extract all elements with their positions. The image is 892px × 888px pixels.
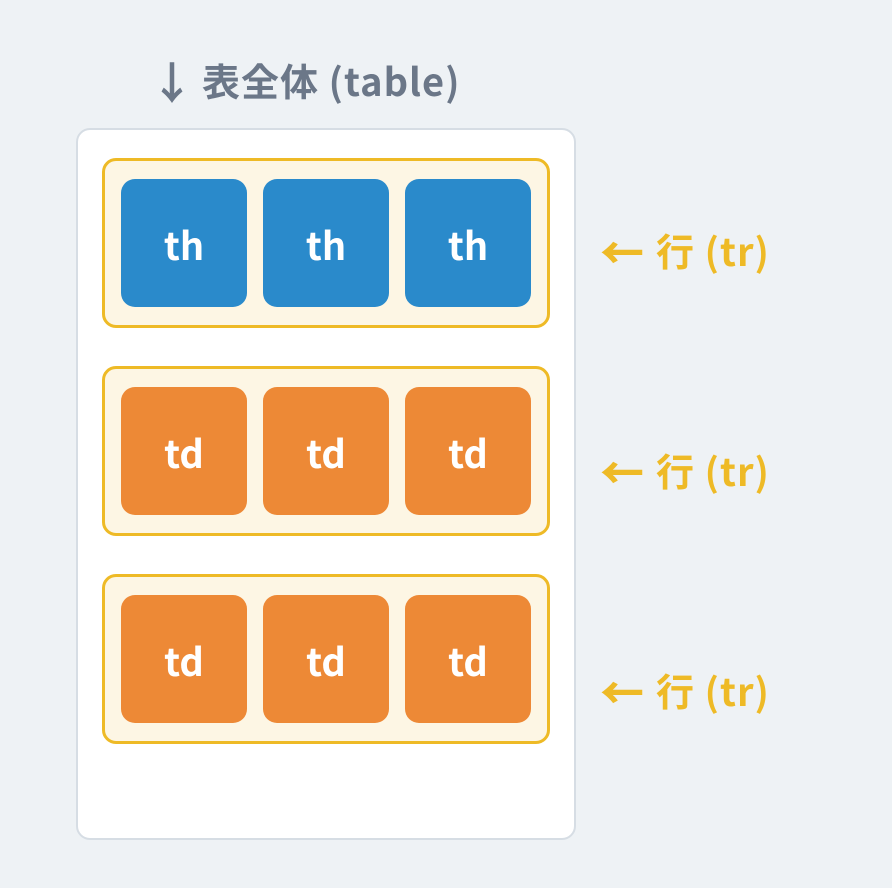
th-cell: th [263, 179, 389, 307]
td-cell: td [121, 387, 247, 515]
row-label: ← 行 (tr) [600, 222, 770, 277]
title-text: 表全体 (table) [202, 52, 460, 107]
th-cell: th [405, 179, 531, 307]
row-label-text: 行 (tr) [656, 442, 770, 497]
left-arrow-icon: ← [600, 668, 644, 712]
left-arrow-icon: ← [600, 228, 644, 272]
left-arrow-icon: ← [600, 448, 644, 492]
td-cell: td [405, 387, 531, 515]
th-cell: th [121, 179, 247, 307]
table-row-header: th th th [102, 158, 550, 328]
td-cell: td [405, 595, 531, 723]
row-label: ← 行 (tr) [600, 662, 770, 717]
table-frame: th th th td td td td td td [76, 128, 576, 840]
td-cell: td [263, 387, 389, 515]
row-label: ← 行 (tr) [600, 442, 770, 497]
table-row: td td td [102, 366, 550, 536]
td-cell: td [263, 595, 389, 723]
td-cell: td [121, 595, 247, 723]
row-label-text: 行 (tr) [656, 222, 770, 277]
table-row: td td td [102, 574, 550, 744]
down-arrow-icon: ↓ [150, 58, 194, 102]
diagram-title: ↓ 表全体 (table) [150, 52, 460, 107]
row-label-text: 行 (tr) [656, 662, 770, 717]
